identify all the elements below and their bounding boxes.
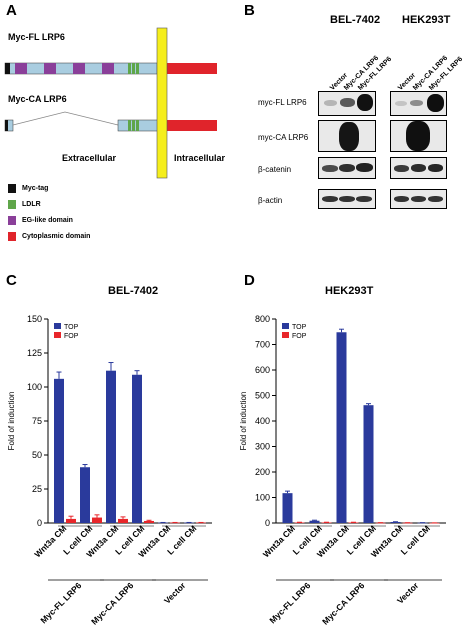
y-tick-label: 300 — [255, 442, 270, 452]
y-tick-label: 500 — [255, 391, 270, 401]
bar-top — [132, 374, 142, 523]
y-tick-label: 0 — [37, 518, 42, 528]
bar-top — [363, 405, 374, 523]
y-tick-label: 25 — [32, 484, 42, 494]
legend-swatch — [8, 215, 16, 225]
legend-swatch-fop — [282, 332, 289, 338]
fl-cytoplasmic-domain — [167, 63, 217, 74]
bar-top — [336, 332, 347, 523]
legend-item-myc-tag: Myc-tag — [8, 180, 90, 196]
blot-hek-catenin — [390, 157, 447, 179]
bar-top — [309, 520, 320, 523]
fl-myc-tag — [5, 63, 10, 74]
legend-item-ldlr: LDLR — [8, 196, 90, 212]
legend-item-cytoplasmic: Cytoplasmic domain — [8, 228, 90, 244]
y-tick-label: 50 — [32, 450, 42, 460]
y-tick-label: 150 — [27, 314, 42, 324]
blot-bel-actin — [318, 189, 376, 209]
blot-row-label: β-catenin — [258, 165, 292, 174]
fl-eg-domain-4 — [102, 63, 114, 74]
y-tick-label: 100 — [255, 493, 270, 503]
extracellular-label: Extracellular — [62, 153, 117, 163]
y-tick-label: 200 — [255, 467, 270, 477]
legend-label-top: TOP — [292, 324, 307, 331]
category-label: Wnt3a CM — [261, 523, 297, 559]
bar-fop — [348, 522, 359, 524]
bar-fop — [66, 518, 76, 523]
bar-top — [54, 378, 64, 523]
chart-d-title: HEK293T — [325, 285, 374, 297]
group-label: Myc-CA LRP6 — [320, 580, 366, 626]
panel-a-letter: A — [6, 2, 17, 19]
legend-label-fop: FOP — [64, 333, 79, 340]
y-tick-label: 125 — [27, 348, 42, 358]
bar-top — [282, 493, 293, 523]
y-tick-label: 0 — [265, 518, 270, 528]
y-tick-label: 800 — [255, 314, 270, 324]
ca-cytoplasmic-domain — [167, 120, 217, 131]
ca-construct — [4, 111, 217, 132]
bar-top — [106, 370, 116, 523]
blot-row-label: myc-FL LRP6 — [258, 98, 307, 107]
blot-hek-actin — [390, 189, 447, 209]
legend-swatch-top — [54, 323, 61, 329]
panel-c-letter: C — [6, 272, 17, 289]
group-label: Vector — [395, 580, 421, 606]
fl-eg-domain-3 — [73, 63, 85, 74]
fl-eg-domain-1 — [15, 63, 27, 74]
legend-swatch-fop — [54, 332, 61, 338]
chart-c-title: BEL-7402 — [108, 285, 159, 297]
legend-item-eg-like: EG-like domain — [8, 212, 90, 228]
y-axis-label: Fold of induction — [239, 392, 248, 451]
y-tick-label: 700 — [255, 340, 270, 350]
cell-line-bel7402: BEL-7402 — [330, 14, 381, 26]
bar-fop — [294, 522, 305, 524]
blot-bel-fl — [318, 91, 376, 116]
legend-swatch-top — [282, 323, 289, 329]
construct-ca-label: Myc-CA LRP6 — [8, 94, 67, 104]
legend-swatch — [8, 231, 16, 241]
group-label: Myc-FL LRP6 — [267, 580, 312, 625]
fl-eg-domain-2 — [44, 63, 56, 74]
construct-fl-label: Myc-FL LRP6 — [8, 32, 65, 42]
fl-construct — [4, 62, 217, 75]
legend-swatch — [8, 199, 16, 209]
blot-hek-ca — [390, 120, 447, 152]
y-tick-label: 75 — [32, 416, 42, 426]
blot-bel-catenin — [318, 157, 376, 179]
bar-fop — [144, 520, 154, 523]
intracellular-label: Intracellular — [174, 153, 226, 163]
blot-row-label: β-actin — [258, 196, 283, 205]
panel-b-letter: B — [244, 2, 255, 19]
blot-hek-fl — [390, 91, 447, 116]
legend-label-top: TOP — [64, 324, 79, 331]
y-tick-label: 100 — [27, 382, 42, 392]
panel-d-letter: D — [244, 272, 255, 289]
y-tick-label: 400 — [255, 416, 270, 426]
blot-bel-ca — [318, 120, 376, 152]
bar-top — [390, 521, 401, 523]
lrp6-domain-diagram — [4, 27, 217, 179]
bar-fop — [118, 518, 128, 523]
blot-row-label: myc-CA LRP6 — [258, 133, 309, 142]
legend-swatch — [8, 183, 16, 193]
bar-fop — [92, 517, 102, 523]
domain-legend: Myc-tag LDLR EG-like domain Cytoplasmic … — [8, 180, 90, 244]
bar-top — [80, 467, 90, 523]
membrane — [156, 27, 168, 179]
bar-fop — [321, 522, 332, 524]
cell-line-hek293t: HEK293T — [402, 14, 451, 26]
legend-label-fop: FOP — [292, 333, 307, 340]
y-tick-label: 600 — [255, 365, 270, 375]
category-label: L cell CM — [399, 523, 432, 556]
y-axis-label: Fold of induction — [7, 392, 16, 451]
